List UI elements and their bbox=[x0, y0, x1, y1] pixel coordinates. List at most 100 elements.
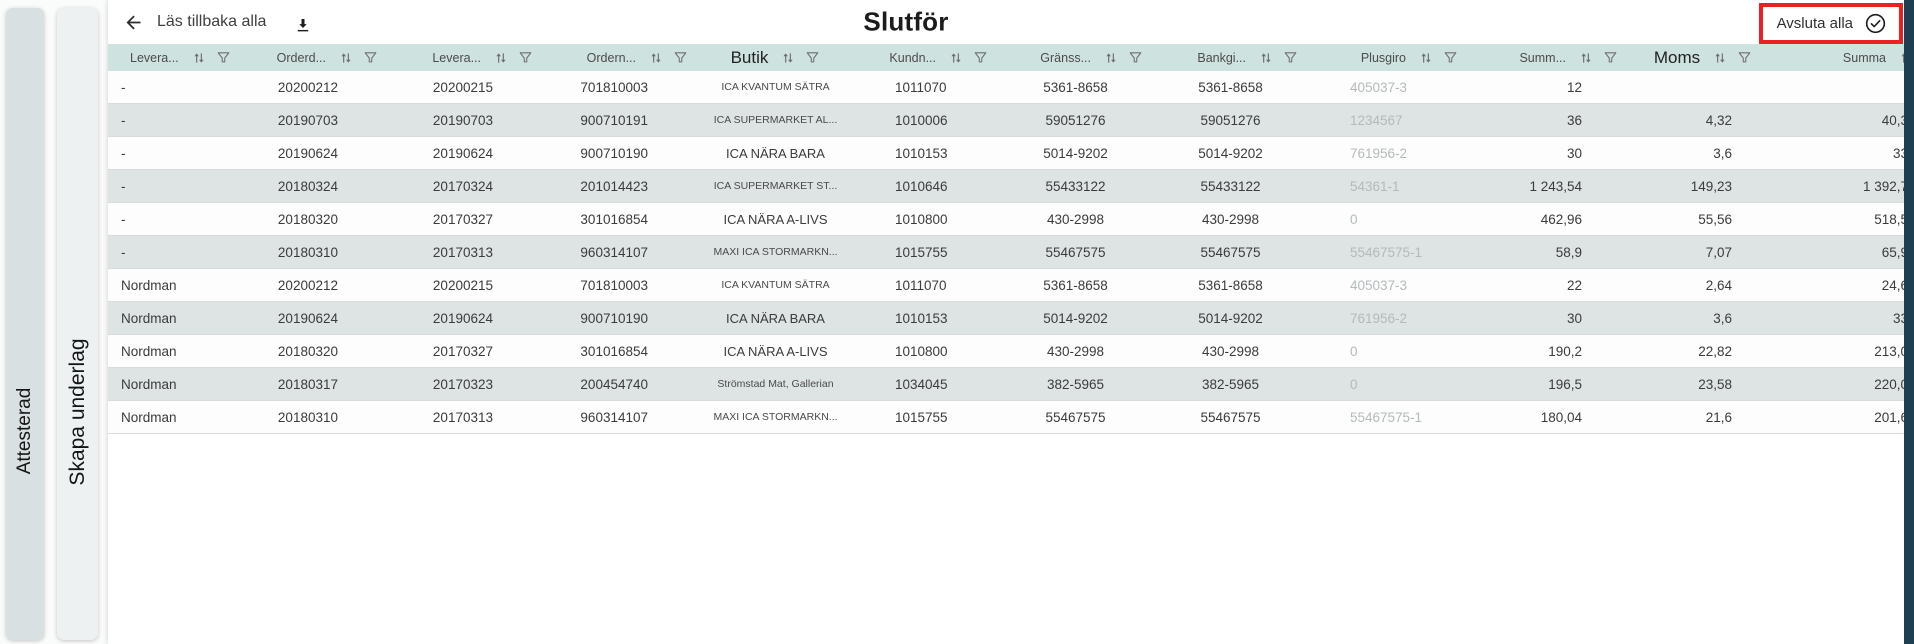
table-row[interactable]: Nordman 20180317 20170323 200454740 Strömsta… bbox=[108, 368, 1904, 401]
cell: 149,23 bbox=[1690, 178, 1732, 194]
filter-funnel-icon[interactable] bbox=[1603, 50, 1618, 65]
cell: 430-2998 bbox=[1201, 211, 1260, 227]
cell bbox=[1628, 71, 1778, 103]
column-header-label[interactable]: Gränss... bbox=[1040, 50, 1091, 65]
cell: 430-2998 bbox=[1046, 343, 1105, 359]
cell: - bbox=[121, 211, 126, 227]
column-header-7: Bankgi... bbox=[1153, 44, 1308, 71]
cell: 900710190 bbox=[580, 310, 648, 326]
cell: 20190624 bbox=[432, 145, 493, 161]
cell: 55467575 bbox=[1200, 409, 1261, 425]
cell: 1 392,7 bbox=[1862, 178, 1904, 194]
sort-icon[interactable] bbox=[1713, 51, 1727, 65]
cell: 36 bbox=[1566, 112, 1582, 128]
table-row[interactable]: Nordman 20190624 20190624 900710190 ICA NÄRA… bbox=[108, 302, 1904, 335]
column-header-label[interactable]: Summa bbox=[1842, 50, 1886, 65]
cell: 65,9 bbox=[1881, 244, 1904, 260]
finish-all-button[interactable]: Avsluta alla bbox=[1777, 12, 1887, 35]
cell: 33 bbox=[1892, 310, 1904, 326]
cell: 1011070 bbox=[895, 277, 947, 293]
sort-icon[interactable] bbox=[1104, 51, 1118, 65]
table-row[interactable]: Nordman 20200212 20200215 701810003 ICA KVAN… bbox=[108, 269, 1904, 302]
filter-funnel-icon[interactable] bbox=[973, 50, 988, 65]
sort-icon[interactable] bbox=[649, 51, 663, 65]
read-back-all-label: Läs tillbaka alla bbox=[157, 13, 267, 30]
table-row[interactable]: - 20180310 20170313 960314107 MAXI ICA STORM… bbox=[108, 236, 1904, 269]
download-icon bbox=[294, 16, 312, 34]
table-row[interactable]: - 20190703 20190703 900710191 ICA SUPERMARKE… bbox=[108, 104, 1904, 137]
avsluta-alla-highlight-box: Avsluta alla bbox=[1758, 3, 1903, 44]
sort-icon[interactable] bbox=[1419, 51, 1433, 65]
filter-funnel-icon[interactable] bbox=[363, 50, 378, 65]
check-circle-icon bbox=[1864, 12, 1887, 35]
cell: 382-5965 bbox=[1046, 376, 1105, 392]
cell: - bbox=[121, 112, 126, 128]
cell: ICA NÄRA A-LIVS bbox=[723, 211, 828, 227]
filter-funnel-icon[interactable] bbox=[805, 50, 820, 65]
sort-icon[interactable] bbox=[1259, 51, 1273, 65]
cell: 22 bbox=[1566, 277, 1582, 293]
column-header-label[interactable]: Levera... bbox=[130, 50, 179, 65]
cell: 54361-1 bbox=[1350, 178, 1400, 194]
column-header-label[interactable]: Kundn... bbox=[889, 50, 936, 65]
column-header-10: Moms bbox=[1628, 44, 1778, 71]
cell: 1234567 bbox=[1350, 112, 1403, 128]
cell: 5014-9202 bbox=[1198, 310, 1263, 326]
filter-funnel-icon[interactable] bbox=[216, 50, 231, 65]
table-row[interactable]: - 20190624 20190624 900710190 ICA NÄRA BARA 1… bbox=[108, 137, 1904, 170]
sort-icon[interactable] bbox=[1899, 51, 1904, 65]
table-row[interactable]: - 20180320 20170327 301016854 ICA NÄRA A-LIV… bbox=[108, 203, 1904, 236]
cell: 40,3 bbox=[1881, 112, 1904, 128]
table-row[interactable]: Nordman 20180320 20170327 301016854 ICA NÄRA… bbox=[108, 335, 1904, 368]
read-back-all-button[interactable]: Läs tillbaka alla bbox=[123, 12, 266, 33]
sort-icon[interactable] bbox=[1579, 51, 1593, 65]
sort-icon[interactable] bbox=[949, 51, 963, 65]
cell: - bbox=[121, 178, 126, 194]
cell: 761956-2 bbox=[1350, 145, 1408, 161]
filter-funnel-icon[interactable] bbox=[673, 50, 688, 65]
cell: 900710190 bbox=[580, 145, 648, 161]
cell: 20190703 bbox=[432, 112, 493, 128]
cell: 58,9 bbox=[1555, 244, 1582, 260]
cell: 0 bbox=[1350, 343, 1358, 359]
cell: ICA NÄRA A-LIVS bbox=[723, 343, 828, 359]
sort-icon[interactable] bbox=[339, 51, 353, 65]
filter-funnel-icon[interactable] bbox=[1737, 50, 1752, 65]
column-header-label[interactable]: Levera... bbox=[432, 50, 481, 65]
filter-funnel-icon[interactable] bbox=[518, 50, 533, 65]
right-dark-edge bbox=[1904, 0, 1914, 644]
filter-funnel-icon[interactable] bbox=[1283, 50, 1298, 65]
cell: 5014-9202 bbox=[1043, 310, 1108, 326]
cell: 12 bbox=[1566, 79, 1582, 95]
cell: ICA SUPERMARKET AL... bbox=[713, 114, 838, 126]
cell: 55467575 bbox=[1200, 244, 1261, 260]
cell: 1010006 bbox=[895, 112, 948, 128]
cell: 201014423 bbox=[580, 178, 648, 194]
filter-funnel-icon[interactable] bbox=[1128, 50, 1143, 65]
table-row[interactable]: - 20180324 20170324 201014423 ICA SUPERMARKE… bbox=[108, 170, 1904, 203]
cell: 30 bbox=[1566, 310, 1582, 326]
sort-icon[interactable] bbox=[494, 51, 508, 65]
table-row[interactable]: - 20200212 20200215 701810003 ICA KVANTUM SÄ… bbox=[108, 71, 1904, 104]
table-row[interactable]: Nordman 20180310 20170313 960314107 MAXI ICA… bbox=[108, 401, 1904, 434]
download-button[interactable] bbox=[294, 16, 312, 34]
sidebar-tab-skapa-underlag[interactable]: Skapa underlag bbox=[57, 8, 98, 640]
cell: 20180320 bbox=[277, 343, 338, 359]
column-header-label[interactable]: Ordern... bbox=[586, 50, 636, 65]
column-header-label[interactable]: Orderd... bbox=[276, 50, 326, 65]
cell: 20190624 bbox=[277, 145, 338, 161]
column-header-label[interactable]: Summ... bbox=[1519, 50, 1566, 65]
cell: 430-2998 bbox=[1201, 343, 1260, 359]
filter-funnel-icon[interactable] bbox=[1443, 50, 1458, 65]
sort-icon[interactable] bbox=[781, 51, 795, 65]
sidebar-tab-attesterad[interactable]: Attesterad bbox=[6, 8, 44, 640]
column-header-label[interactable]: Bankgi... bbox=[1197, 50, 1246, 65]
cell: 22,82 bbox=[1698, 343, 1732, 359]
cell: 20200212 bbox=[277, 277, 338, 293]
column-header-3: Ordern... bbox=[543, 44, 698, 71]
cell: 30 bbox=[1566, 145, 1582, 161]
column-header-label[interactable]: Plusgiro bbox=[1360, 50, 1406, 65]
sort-icon[interactable] bbox=[192, 51, 206, 65]
column-header-label[interactable]: Moms bbox=[1653, 47, 1701, 67]
column-header-label[interactable]: Butik bbox=[730, 47, 769, 67]
